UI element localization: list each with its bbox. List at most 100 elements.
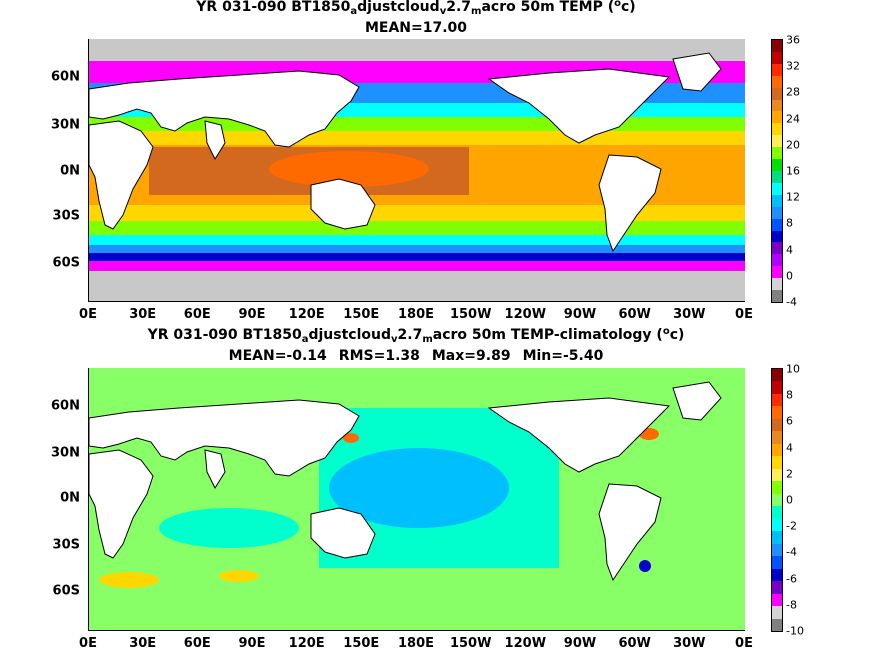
- south-warm-patch-1: [99, 572, 159, 588]
- bottom-colorbar-segment: [772, 481, 782, 494]
- bottom-colorbar-label: 10: [786, 363, 800, 376]
- southern-band: [89, 600, 745, 630]
- top-xtick: 150E: [343, 307, 379, 322]
- bottom-colorbar-segment: [772, 494, 782, 507]
- bottom-xtick: 30W: [673, 636, 705, 651]
- top-xtick: 150W: [450, 307, 491, 322]
- bottom-colorbar-segment: [772, 569, 782, 582]
- bottom-colorbar-segment: [772, 469, 782, 482]
- top-xtick: 60W: [618, 307, 650, 322]
- band-south-mild: [89, 221, 745, 235]
- bottom-colorbar-segment: [772, 394, 782, 407]
- top-title: YR 031-090 BT1850adjustcloudv2.7macro 50…: [88, 0, 744, 16]
- top-colorbar-label: 36: [786, 34, 800, 47]
- bottom-colorbar-label: -4: [786, 546, 797, 559]
- top-colorbar-segment: [772, 52, 782, 64]
- bottom-title: YR 031-090 BT1850adjustcloudv2.7macro 50…: [88, 326, 744, 344]
- top-xtick: 30E: [129, 307, 156, 322]
- bottom-xtick: 0E: [735, 636, 753, 651]
- bottom-stat-rms: RMS=1.38: [339, 348, 420, 364]
- top-xtick: 90W: [564, 307, 596, 322]
- top-colorbar-segment: [772, 123, 782, 135]
- indian-cool-patch: [159, 508, 299, 548]
- bottom-stat-max: Max=9.89: [432, 348, 511, 364]
- top-colorbar-segment: [772, 242, 782, 254]
- bottom-stats: MEAN=-0.14 RMS=1.38 Max=9.89 Min=-5.40: [88, 347, 744, 365]
- bottom-colorbar-segment: [772, 369, 782, 382]
- top-xtick: 120E: [289, 307, 325, 322]
- top-colorbar-segment: [772, 159, 782, 171]
- bottom-colorbar-segment: [772, 556, 782, 569]
- top-xtick: 30W: [673, 307, 705, 322]
- bottom-colorbar-segment: [772, 506, 782, 519]
- bottom-colorbar: [771, 368, 783, 632]
- bottom-colorbar-segment: [772, 419, 782, 432]
- top-ytick: 0N: [60, 164, 80, 179]
- top-colorbar-label: 24: [786, 112, 800, 125]
- top-ytick: 30N: [51, 118, 80, 133]
- band-south-warm: [89, 205, 745, 221]
- bottom-colorbar-segment: [772, 406, 782, 419]
- bottom-xtick: 30E: [129, 636, 156, 651]
- top-map: [88, 39, 745, 302]
- top-xtick: 120W: [505, 307, 546, 322]
- bottom-colorbar-label: 6: [786, 415, 793, 428]
- bottom-ytick: 60N: [51, 399, 80, 414]
- top-colorbar-segment: [772, 111, 782, 123]
- bottom-colorbar-segment: [772, 594, 782, 607]
- bottom-xtick: 120E: [289, 636, 325, 651]
- top-colorbar: [771, 39, 783, 303]
- bottom-colorbar-label: 4: [786, 441, 793, 454]
- bottom-map: [88, 368, 745, 631]
- bottom-ytick: 60S: [53, 584, 80, 599]
- bottom-ytick: 30S: [53, 538, 80, 553]
- top-xtick: 60E: [184, 307, 211, 322]
- bottom-stat-mean: MEAN=-0.14: [229, 348, 327, 364]
- bottom-colorbar-segment: [772, 381, 782, 394]
- bottom-colorbar-label: -6: [786, 572, 797, 585]
- bottom-colorbar-label: -8: [786, 598, 797, 611]
- bottom-colorbar-segment: [772, 531, 782, 544]
- bottom-xtick: 120W: [505, 636, 546, 651]
- top-colorbar-segment: [772, 100, 782, 112]
- top-colorbar-label: 4: [786, 243, 793, 256]
- top-colorbar-segment: [772, 195, 782, 207]
- top-xtick: 0E: [735, 307, 753, 322]
- top-colorbar-segment: [772, 231, 782, 243]
- bottom-colorbar-segment: [772, 444, 782, 457]
- top-colorbar-segment: [772, 76, 782, 88]
- top-colorbar-label: 20: [786, 138, 800, 151]
- top-colorbar-segment: [772, 266, 782, 278]
- bottom-xtick: 150W: [450, 636, 491, 651]
- bottom-ytick: 30N: [51, 446, 80, 461]
- bottom-colorbar-segment: [772, 581, 782, 594]
- top-ytick: 30S: [53, 209, 80, 224]
- top-colorbar-label: 16: [786, 165, 800, 178]
- bottom-xtick: 60E: [184, 636, 211, 651]
- bottom-colorbar-segment: [772, 606, 782, 619]
- band-southern-ocean: [89, 253, 745, 261]
- top-colorbar-segment: [772, 64, 782, 76]
- top-colorbar-segment: [772, 219, 782, 231]
- top-colorbar-segment: [772, 183, 782, 195]
- top-xtick: 90E: [239, 307, 266, 322]
- south-warm-patch-2: [219, 570, 259, 582]
- brazil-cold: [639, 560, 651, 572]
- top-colorbar-label: 32: [786, 60, 800, 73]
- band-south-cold: [89, 245, 745, 253]
- bottom-ytick: 0N: [60, 491, 80, 506]
- bottom-colorbar-segment: [772, 519, 782, 532]
- bottom-colorbar-label: 8: [786, 389, 793, 402]
- top-colorbar-segment: [772, 40, 782, 52]
- bottom-xtick: 90E: [239, 636, 266, 651]
- top-colorbar-segment: [772, 171, 782, 183]
- top-colorbar-segment: [772, 254, 782, 266]
- top-colorbar-segment: [772, 290, 782, 302]
- top-colorbar-segment: [772, 278, 782, 290]
- band-south-cool: [89, 235, 745, 245]
- bottom-colorbar-label: -10: [786, 625, 804, 638]
- top-colorbar-label: 0: [786, 269, 793, 282]
- arctic-ice: [89, 39, 745, 61]
- top-colorbar-label: 28: [786, 86, 800, 99]
- bottom-colorbar-segment: [772, 456, 782, 469]
